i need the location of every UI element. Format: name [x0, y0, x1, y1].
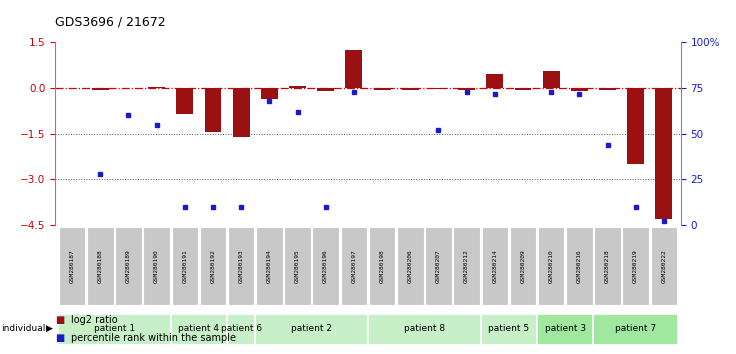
Bar: [656, 88, 673, 219]
FancyBboxPatch shape: [228, 227, 255, 306]
Bar: [148, 86, 165, 88]
Text: GSM280196: GSM280196: [323, 250, 328, 283]
FancyBboxPatch shape: [537, 314, 593, 345]
FancyBboxPatch shape: [594, 227, 620, 306]
Text: GSM280198: GSM280198: [380, 250, 385, 283]
Text: GSM280219: GSM280219: [633, 250, 638, 283]
FancyBboxPatch shape: [651, 227, 677, 306]
Text: GSM280190: GSM280190: [154, 250, 159, 283]
Bar: [542, 72, 559, 88]
FancyBboxPatch shape: [87, 227, 113, 306]
Bar: [289, 86, 306, 88]
FancyBboxPatch shape: [227, 314, 255, 345]
Text: ▶: ▶: [46, 324, 53, 333]
Bar: [627, 88, 644, 164]
FancyBboxPatch shape: [171, 227, 198, 306]
Bar: [205, 88, 222, 132]
Text: patient 8: patient 8: [404, 324, 445, 333]
FancyBboxPatch shape: [481, 314, 537, 345]
Text: ■: ■: [55, 315, 65, 325]
Text: GSM280212: GSM280212: [464, 250, 469, 283]
Text: GSM280187: GSM280187: [70, 250, 74, 283]
FancyBboxPatch shape: [538, 227, 565, 306]
Text: percentile rank within the sample: percentile rank within the sample: [71, 333, 236, 343]
Text: GSM280197: GSM280197: [351, 250, 356, 283]
FancyBboxPatch shape: [171, 314, 227, 345]
Text: GSM280188: GSM280188: [98, 250, 103, 283]
Bar: [402, 88, 419, 90]
Text: GSM280206: GSM280206: [408, 250, 413, 283]
Bar: [317, 88, 334, 91]
FancyBboxPatch shape: [369, 227, 395, 306]
Text: GSM280210: GSM280210: [548, 250, 553, 283]
Text: GSM280209: GSM280209: [520, 250, 526, 283]
Bar: [92, 88, 109, 90]
Text: GSM280194: GSM280194: [267, 250, 272, 283]
Bar: [459, 88, 475, 90]
FancyBboxPatch shape: [255, 314, 368, 345]
FancyBboxPatch shape: [199, 227, 226, 306]
FancyBboxPatch shape: [144, 227, 170, 306]
FancyBboxPatch shape: [341, 227, 367, 306]
Text: GDS3696 / 21672: GDS3696 / 21672: [55, 15, 166, 28]
Text: patient 3: patient 3: [545, 324, 586, 333]
Text: ■: ■: [55, 333, 65, 343]
Text: individual: individual: [1, 324, 45, 333]
Bar: [374, 88, 391, 90]
Bar: [514, 88, 531, 90]
Bar: [261, 88, 277, 99]
Text: GSM280192: GSM280192: [210, 250, 216, 283]
FancyBboxPatch shape: [623, 227, 649, 306]
Text: GSM280214: GSM280214: [492, 250, 498, 283]
FancyBboxPatch shape: [116, 227, 142, 306]
FancyBboxPatch shape: [313, 227, 339, 306]
Bar: [233, 88, 250, 137]
Text: GSM280222: GSM280222: [662, 250, 666, 283]
Text: GSM280207: GSM280207: [436, 250, 441, 283]
Text: GSM280195: GSM280195: [295, 250, 300, 283]
FancyBboxPatch shape: [256, 227, 283, 306]
Text: GSM280189: GSM280189: [126, 250, 131, 283]
Text: patient 6: patient 6: [221, 324, 262, 333]
FancyBboxPatch shape: [397, 227, 423, 306]
FancyBboxPatch shape: [453, 227, 480, 306]
FancyBboxPatch shape: [510, 227, 537, 306]
Text: GSM280218: GSM280218: [605, 250, 610, 283]
Text: patient 1: patient 1: [93, 324, 135, 333]
FancyBboxPatch shape: [284, 227, 311, 306]
FancyBboxPatch shape: [481, 227, 508, 306]
Text: patient 4: patient 4: [178, 324, 219, 333]
Text: GSM280216: GSM280216: [577, 250, 582, 283]
Bar: [345, 50, 362, 88]
FancyBboxPatch shape: [59, 227, 85, 306]
Text: GSM280191: GSM280191: [183, 250, 188, 283]
Text: patient 7: patient 7: [615, 324, 657, 333]
Text: patient 5: patient 5: [489, 324, 529, 333]
FancyBboxPatch shape: [593, 314, 678, 345]
Bar: [599, 88, 616, 90]
Bar: [571, 88, 588, 91]
FancyBboxPatch shape: [58, 314, 171, 345]
Text: GSM280193: GSM280193: [238, 250, 244, 283]
FancyBboxPatch shape: [566, 227, 592, 306]
Text: patient 2: patient 2: [291, 324, 332, 333]
Text: log2 ratio: log2 ratio: [71, 315, 118, 325]
FancyBboxPatch shape: [425, 227, 452, 306]
Bar: [177, 88, 194, 114]
Bar: [486, 74, 503, 88]
FancyBboxPatch shape: [368, 314, 481, 345]
